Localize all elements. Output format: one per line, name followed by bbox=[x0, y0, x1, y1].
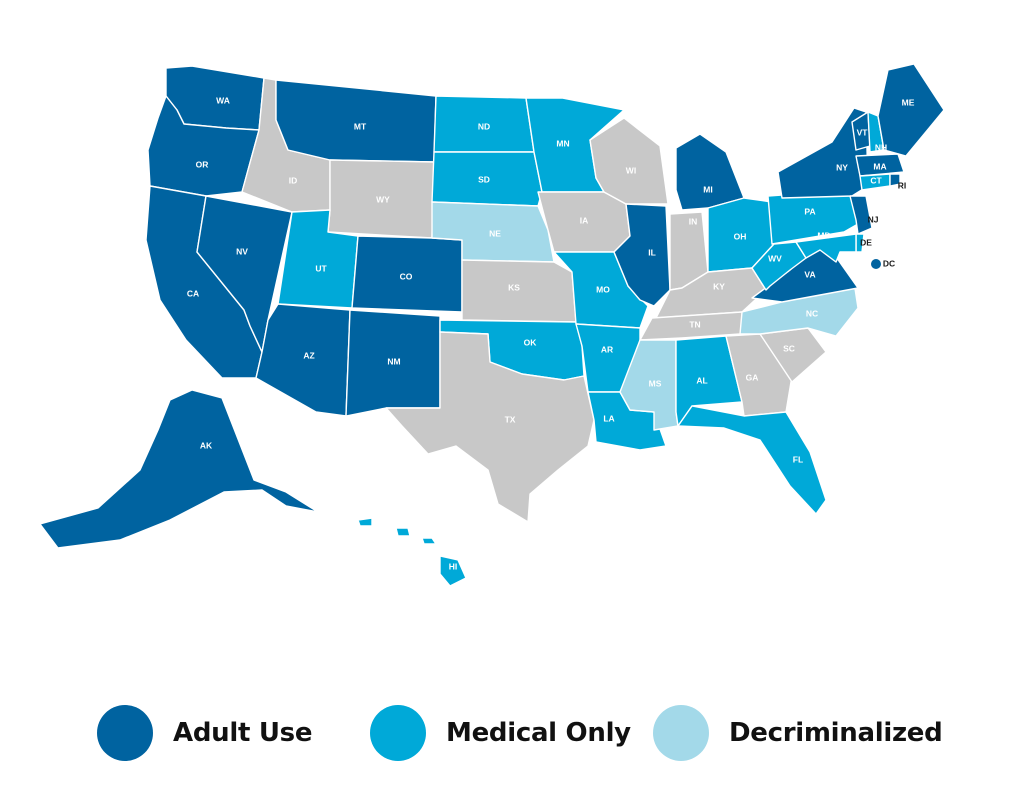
state-label-ms: MS bbox=[649, 378, 662, 388]
state-wi bbox=[589, 117, 669, 205]
decriminalized-swatch bbox=[653, 705, 709, 761]
state-label-ne: NE bbox=[489, 228, 501, 238]
state-md bbox=[795, 233, 857, 263]
state-fl bbox=[677, 405, 827, 515]
state-label-wi: WI bbox=[626, 165, 636, 175]
state-ny bbox=[777, 107, 869, 199]
state-label-id: ID bbox=[289, 175, 298, 185]
state-label-hi: HI bbox=[449, 561, 458, 571]
state-label-ks: KS bbox=[508, 282, 520, 292]
state-label-ky: KY bbox=[713, 281, 725, 291]
state-dc-marker bbox=[871, 259, 881, 269]
state-label-il: IL bbox=[648, 247, 656, 257]
state-label-mo: MO bbox=[596, 284, 610, 294]
state-label-nm: NM bbox=[387, 356, 400, 366]
state-label-pa: PA bbox=[804, 206, 815, 216]
state-nj bbox=[849, 195, 873, 235]
state-label-de: DE bbox=[860, 237, 872, 247]
state-ma bbox=[855, 153, 905, 177]
legend: Adult Use Medical Only Decriminalized bbox=[0, 698, 1019, 768]
state-label-al: AL bbox=[696, 375, 707, 385]
state-nv bbox=[196, 195, 293, 353]
state-label-ar: AR bbox=[601, 344, 613, 354]
state-label-wy: WY bbox=[376, 194, 390, 204]
state-ak bbox=[39, 389, 319, 549]
state-label-co: CO bbox=[400, 271, 413, 281]
state-label-az: AZ bbox=[303, 350, 314, 360]
state-label-oh: OH bbox=[734, 231, 747, 241]
state-label-ga: GA bbox=[746, 372, 759, 382]
legend-label-decriminalized: Decriminalized bbox=[729, 718, 943, 748]
state-label-ia: IA bbox=[580, 215, 589, 225]
state-label-ut: UT bbox=[315, 263, 327, 273]
state-label-fl: FL bbox=[793, 454, 803, 464]
medical-only-swatch bbox=[370, 705, 426, 761]
state-label-tn: TN bbox=[689, 319, 700, 329]
state-label-ca: CA bbox=[187, 288, 199, 298]
state-label-sc: SC bbox=[783, 343, 795, 353]
state-label-in: IN bbox=[689, 216, 698, 226]
state-label-nh: NH bbox=[875, 142, 887, 152]
state-label-mt: MT bbox=[354, 121, 367, 131]
state-me bbox=[877, 63, 945, 157]
state-label-nc: NC bbox=[806, 308, 818, 318]
state-label-mn: MN bbox=[556, 138, 569, 148]
state-label-nd: ND bbox=[478, 121, 490, 131]
state-label-tx: TX bbox=[505, 414, 516, 424]
state-label-nj: NJ bbox=[868, 214, 879, 224]
state-label-dc: DC bbox=[883, 258, 895, 268]
state-label-md: MD bbox=[817, 230, 830, 240]
state-label-me: ME bbox=[902, 97, 915, 107]
state-label-ok: OK bbox=[524, 337, 538, 347]
state-mi bbox=[675, 133, 745, 211]
state-label-ct: CT bbox=[870, 175, 882, 185]
state-label-nv: NV bbox=[236, 246, 248, 256]
adult-use-swatch bbox=[97, 705, 153, 761]
state-label-va: VA bbox=[804, 269, 815, 279]
legend-item-decriminalized: Decriminalized bbox=[653, 698, 943, 768]
state-label-vt: VT bbox=[857, 127, 869, 137]
state-label-sd: SD bbox=[478, 174, 490, 184]
state-tx bbox=[385, 331, 595, 523]
state-label-ak: AK bbox=[200, 440, 213, 450]
legend-label-medical-only: Medical Only bbox=[446, 718, 631, 748]
state-label-ri: RI bbox=[898, 180, 907, 190]
state-label-ma: MA bbox=[873, 161, 886, 171]
state-il bbox=[613, 203, 671, 307]
legend-item-medical-only: Medical Only bbox=[370, 698, 631, 768]
state-label-wv: WV bbox=[768, 253, 782, 263]
state-label-wa: WA bbox=[216, 95, 230, 105]
state-label-la: LA bbox=[603, 413, 614, 423]
state-label-mi: MI bbox=[703, 184, 712, 194]
legend-label-adult-use: Adult Use bbox=[173, 718, 313, 748]
state-wy bbox=[327, 159, 435, 239]
state-label-or: OR bbox=[196, 159, 209, 169]
state-ri bbox=[889, 173, 901, 187]
us-cannabis-map: WA OR CA NV ID MT WY UT CO AZ NM ND SD NE KS OK TX MN IA MO… bbox=[39, 63, 945, 587]
legend-item-adult-use: Adult Use bbox=[97, 698, 312, 768]
state-hi bbox=[357, 517, 467, 587]
state-label-ny: NY bbox=[836, 162, 848, 172]
